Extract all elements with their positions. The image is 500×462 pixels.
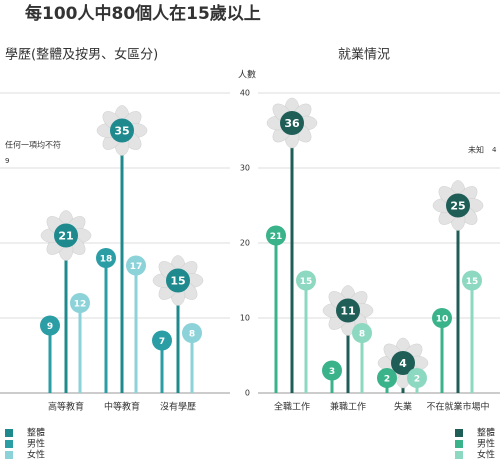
value-label: 11 (340, 305, 355, 318)
annotation-value: 4 (492, 146, 497, 154)
legend-label: 整體 (27, 427, 45, 439)
value-label: 4 (399, 357, 407, 370)
value-dot (266, 225, 286, 246)
value-dot (391, 351, 415, 375)
value-label: 15 (466, 277, 479, 287)
legend-label: 男性 (477, 438, 495, 450)
value-label: 21 (270, 232, 283, 242)
value-dot (110, 118, 134, 143)
value-label: 2 (384, 375, 390, 385)
value-label: 12 (74, 300, 87, 310)
value-label: 25 (450, 200, 465, 213)
x-tick-label: 兼職工作 (330, 401, 366, 413)
x-tick-label: 沒有學歷 (160, 401, 196, 413)
legend-label: 女性 (477, 449, 495, 461)
y-tick-label: 10 (240, 314, 250, 323)
value-label: 10 (436, 315, 449, 325)
legend-swatch (455, 429, 463, 437)
y-axis-label: 人數 (238, 69, 256, 81)
annotation: 未知 (468, 145, 484, 155)
value-dot (432, 308, 452, 328)
value-label: 15 (170, 275, 185, 288)
value-label: 35 (114, 125, 129, 138)
legend-swatch (5, 440, 13, 448)
value-dot (182, 323, 202, 343)
legend-label: 整體 (477, 427, 495, 439)
legend-swatch (455, 451, 463, 459)
value-label: 7 (159, 337, 165, 347)
value-dot (166, 268, 190, 293)
value-dot (377, 368, 397, 388)
x-tick-label: 全職工作 (274, 401, 310, 413)
panel-title: 學歷(整體及按男、女區分) (5, 47, 158, 63)
panel-title: 就業情況 (338, 47, 390, 63)
value-dot (296, 270, 316, 291)
x-tick-label: 中等教育 (104, 401, 140, 413)
value-dot (407, 368, 427, 388)
value-label: 8 (359, 330, 365, 340)
legend-swatch (5, 451, 13, 459)
value-dot (40, 315, 60, 336)
value-dot (352, 323, 372, 343)
value-dot (54, 223, 78, 248)
legend-swatch (5, 429, 13, 437)
value-dot (280, 111, 304, 135)
value-label: 15 (300, 277, 313, 287)
x-tick-label: 不在就業市場中 (426, 401, 489, 413)
y-tick-label: 40 (240, 89, 250, 98)
page-title: 每100人中80個人在15歲以上 (25, 3, 261, 24)
legend-label: 女性 (27, 449, 45, 461)
value-dot (126, 255, 146, 276)
value-dot (152, 330, 172, 351)
annotation-value: 9 (5, 157, 9, 165)
value-dot (70, 293, 90, 313)
value-label: 9 (47, 322, 53, 332)
value-dot (322, 360, 342, 381)
value-label: 18 (100, 255, 113, 265)
y-tick-label: 0 (245, 389, 250, 398)
legend-swatch (455, 440, 463, 448)
y-tick-label: 20 (240, 239, 250, 248)
x-tick-label: 高等教育 (48, 401, 84, 413)
x-tick-label: 失業 (394, 401, 412, 413)
value-dot (446, 193, 470, 218)
value-label: 21 (58, 230, 73, 243)
value-dot (96, 248, 116, 268)
value-label: 36 (284, 117, 300, 130)
value-label: 2 (414, 375, 420, 385)
y-tick-label: 30 (240, 164, 250, 173)
legend-label: 男性 (27, 438, 45, 450)
annotation: 任何一項均不符 (5, 140, 61, 150)
value-dot (462, 270, 482, 291)
value-dot (336, 298, 360, 323)
value-label: 8 (189, 330, 195, 340)
value-label: 17 (130, 262, 143, 272)
value-label: 3 (329, 367, 335, 377)
